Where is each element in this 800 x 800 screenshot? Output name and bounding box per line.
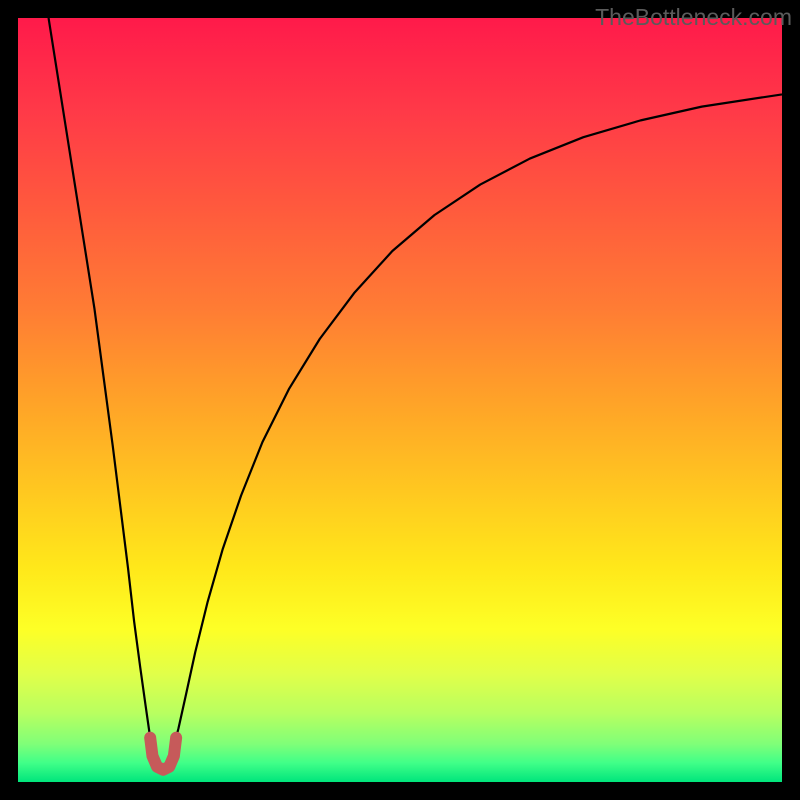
chart-background (18, 18, 782, 782)
watermark-label: TheBottleneck.com (595, 4, 792, 31)
chart-plot (18, 18, 782, 782)
